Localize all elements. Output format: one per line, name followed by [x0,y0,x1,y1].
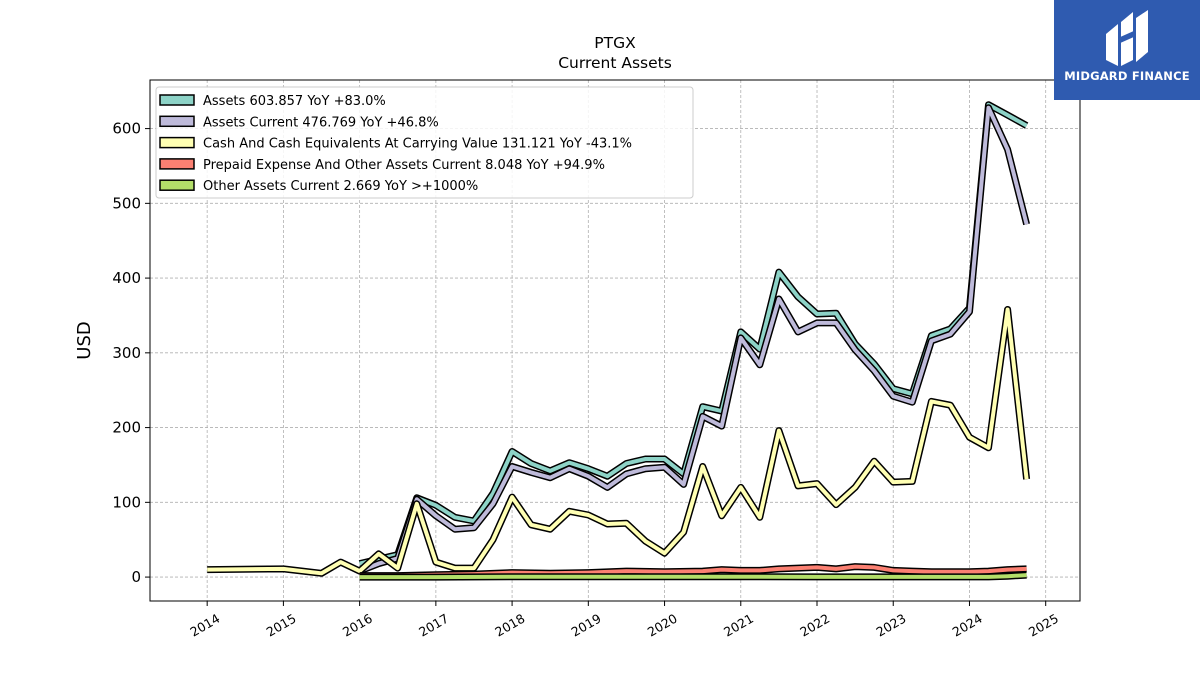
series-1 [358,104,1030,575]
legend-label: Other Assets Current 2.669 YoY >+1000% [203,179,478,194]
y-tick-label: 0 [131,568,141,586]
y-tick-label: 600 [112,120,141,138]
legend-label: Cash And Cash Equivalents At Carrying Va… [203,137,632,152]
x-tick-label: 2021 [721,611,756,640]
x-tick-label: 2023 [873,611,908,640]
legend-swatch [159,158,195,170]
legend-swatch [159,115,195,128]
x-tick-label: 2024 [950,611,985,640]
midgard-logo-icon [1106,10,1148,66]
x-tick-label: 2020 [645,611,680,640]
x-tick-label: 2025 [1026,611,1061,640]
legend: Assets 603.857 YoY +83.0% Assets Current … [155,86,694,199]
y-tick-label: 100 [112,493,141,511]
series-line [359,564,1027,578]
y-tick-label: 300 [112,344,141,362]
x-tick-label: 2014 [187,611,222,640]
chart-subtitle: Current Assets [558,54,672,72]
axes-frame [149,79,1081,602]
series-line [359,573,1027,580]
x-tick-label: 2019 [569,611,604,640]
series-3 [359,563,1027,580]
legend-swatch [159,94,195,106]
x-tick-label: 2022 [797,611,832,640]
legend-box [155,86,694,199]
y-tick-label: 500 [112,194,141,212]
series-line [358,105,1029,573]
x-tick-label: 2016 [340,611,375,640]
y-tick-label: 200 [112,419,141,437]
legend-label: Prepaid Expense And Other Assets Current… [203,158,605,173]
x-tick-label: 2015 [264,611,299,640]
legend-swatch [159,136,195,149]
y-axis-label: USD [74,321,95,359]
chart-title: PTGX [594,34,636,52]
x-tick-label: 2018 [492,611,527,640]
legend-swatch [159,179,195,191]
series-line [207,307,1029,576]
legend-label: Assets Current 476.769 YoY +46.8% [203,115,439,130]
x-tick-label: 2017 [416,611,451,640]
series-4 [359,571,1027,581]
series-2 [207,306,1031,577]
y-tick-label: 400 [112,269,141,287]
brand-logo: MIDGARD FINANCE [1054,0,1200,100]
legend-label: Assets 603.857 YoY +83.0% [203,94,386,109]
brand-name: MIDGARD FINANCE [1064,69,1190,83]
